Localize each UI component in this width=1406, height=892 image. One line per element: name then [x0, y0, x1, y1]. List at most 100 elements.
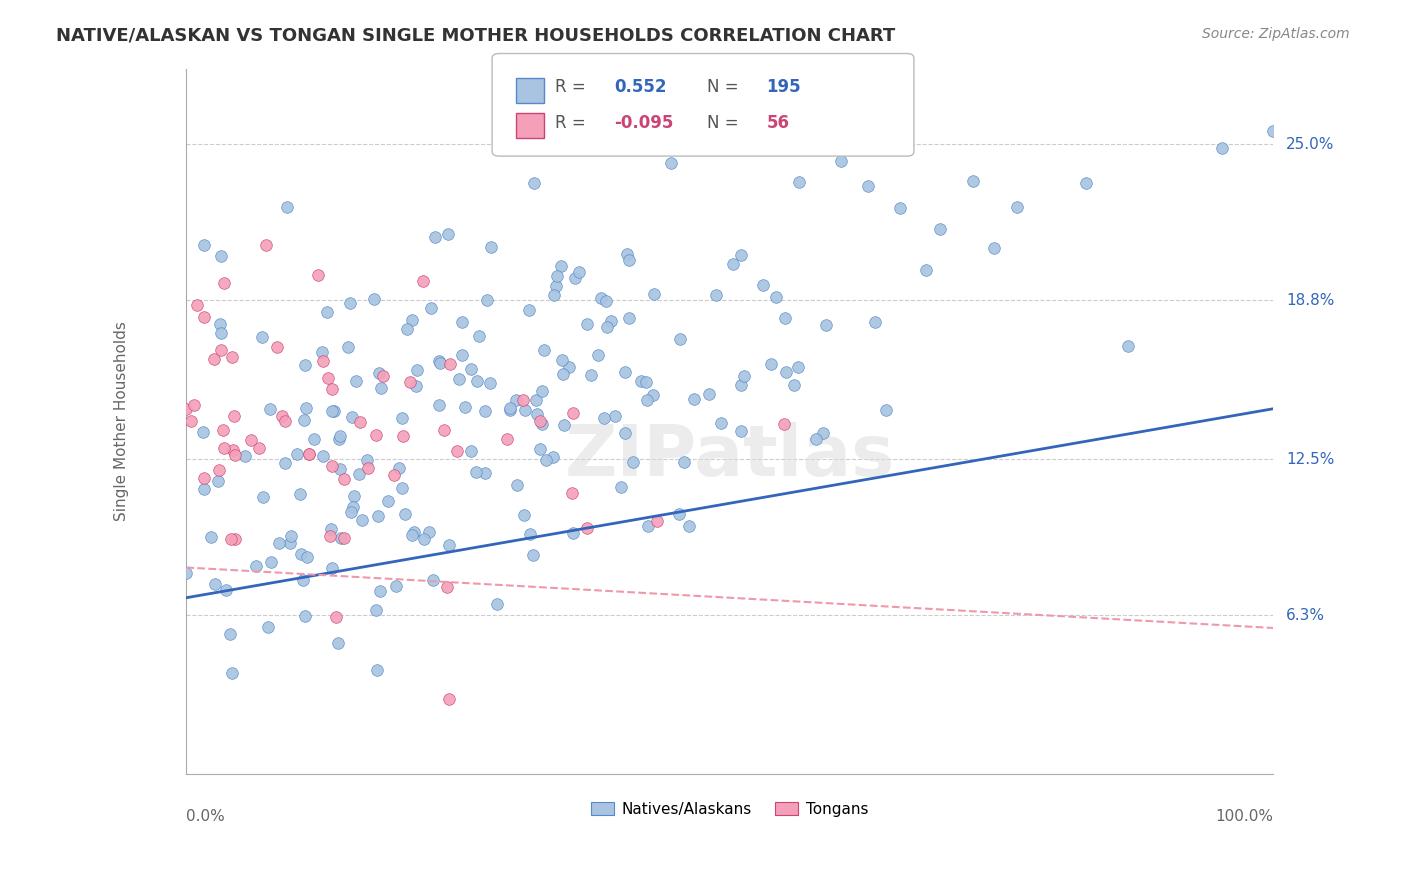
- Point: [290, 487, 312, 501]
- Point: [239, 434, 262, 448]
- Text: 12.5%: 12.5%: [1286, 451, 1334, 467]
- Point: [211, 424, 233, 438]
- Point: [794, 112, 817, 127]
- Point: [863, 315, 886, 329]
- Point: [224, 532, 246, 546]
- Point: [342, 500, 364, 515]
- Point: [429, 356, 451, 370]
- Point: [292, 573, 315, 587]
- Point: [478, 376, 501, 390]
- Point: [682, 392, 704, 407]
- Point: [388, 460, 411, 475]
- Point: [221, 666, 243, 681]
- Point: [830, 154, 852, 169]
- Point: [267, 535, 290, 549]
- Point: [423, 230, 446, 244]
- Point: [523, 176, 546, 190]
- Point: [813, 426, 835, 441]
- Point: [562, 525, 585, 540]
- Point: [208, 462, 231, 476]
- Point: [730, 425, 752, 439]
- Point: [575, 317, 598, 331]
- Point: [530, 417, 553, 431]
- Point: [519, 527, 541, 541]
- Point: [384, 468, 406, 483]
- Point: [370, 583, 392, 598]
- Point: [541, 450, 564, 464]
- Point: [336, 340, 359, 354]
- Point: [564, 271, 586, 285]
- Point: [496, 432, 519, 446]
- Point: [276, 200, 298, 214]
- Point: [962, 174, 984, 188]
- Point: [513, 508, 536, 522]
- Point: [256, 620, 278, 634]
- Point: [250, 330, 273, 344]
- Text: R =: R =: [555, 78, 586, 96]
- Point: [364, 428, 387, 442]
- Point: [191, 425, 214, 440]
- Point: [222, 409, 245, 424]
- Point: [621, 455, 644, 469]
- Text: N =: N =: [707, 78, 738, 96]
- Point: [531, 384, 554, 398]
- Point: [436, 580, 458, 594]
- Point: [321, 522, 343, 536]
- Text: Source: ZipAtlas.com: Source: ZipAtlas.com: [1202, 27, 1350, 41]
- Point: [260, 555, 283, 569]
- Point: [322, 404, 344, 418]
- Point: [645, 515, 668, 529]
- Point: [529, 414, 551, 428]
- Point: [773, 417, 796, 431]
- Point: [347, 467, 370, 482]
- Point: [678, 519, 700, 533]
- Point: [730, 378, 752, 392]
- Point: [344, 374, 367, 388]
- Point: [636, 375, 658, 389]
- Point: [366, 663, 388, 677]
- Point: [1007, 200, 1029, 214]
- Point: [446, 443, 468, 458]
- Point: [321, 458, 343, 473]
- Point: [603, 409, 626, 423]
- Point: [505, 478, 527, 492]
- Point: [392, 429, 415, 443]
- Point: [517, 302, 540, 317]
- Point: [176, 401, 198, 416]
- Point: [765, 128, 787, 143]
- Point: [551, 367, 574, 381]
- Point: [789, 175, 811, 189]
- Point: [399, 375, 422, 389]
- Point: [786, 359, 808, 374]
- Text: Single Mother Households: Single Mother Households: [114, 321, 128, 521]
- Text: 6.3%: 6.3%: [1286, 607, 1326, 623]
- Point: [193, 310, 215, 324]
- Point: [499, 401, 522, 415]
- Point: [295, 401, 318, 415]
- Point: [247, 442, 270, 456]
- Point: [723, 257, 745, 271]
- Point: [561, 406, 583, 420]
- Point: [413, 532, 436, 546]
- Point: [319, 529, 342, 543]
- Point: [616, 246, 638, 260]
- Point: [773, 310, 796, 325]
- Point: [804, 432, 827, 446]
- Point: [579, 368, 602, 382]
- Point: [406, 362, 429, 376]
- Point: [396, 322, 419, 336]
- Point: [259, 401, 281, 416]
- Point: [614, 425, 637, 440]
- Point: [298, 446, 321, 460]
- Point: [312, 450, 335, 464]
- Point: [266, 340, 288, 354]
- Point: [558, 359, 581, 374]
- Point: [915, 263, 938, 277]
- Point: [814, 318, 837, 332]
- Point: [593, 410, 616, 425]
- Point: [465, 465, 488, 479]
- Point: [474, 404, 496, 418]
- Point: [325, 609, 347, 624]
- Point: [460, 361, 482, 376]
- Text: 100.0%: 100.0%: [1215, 809, 1274, 824]
